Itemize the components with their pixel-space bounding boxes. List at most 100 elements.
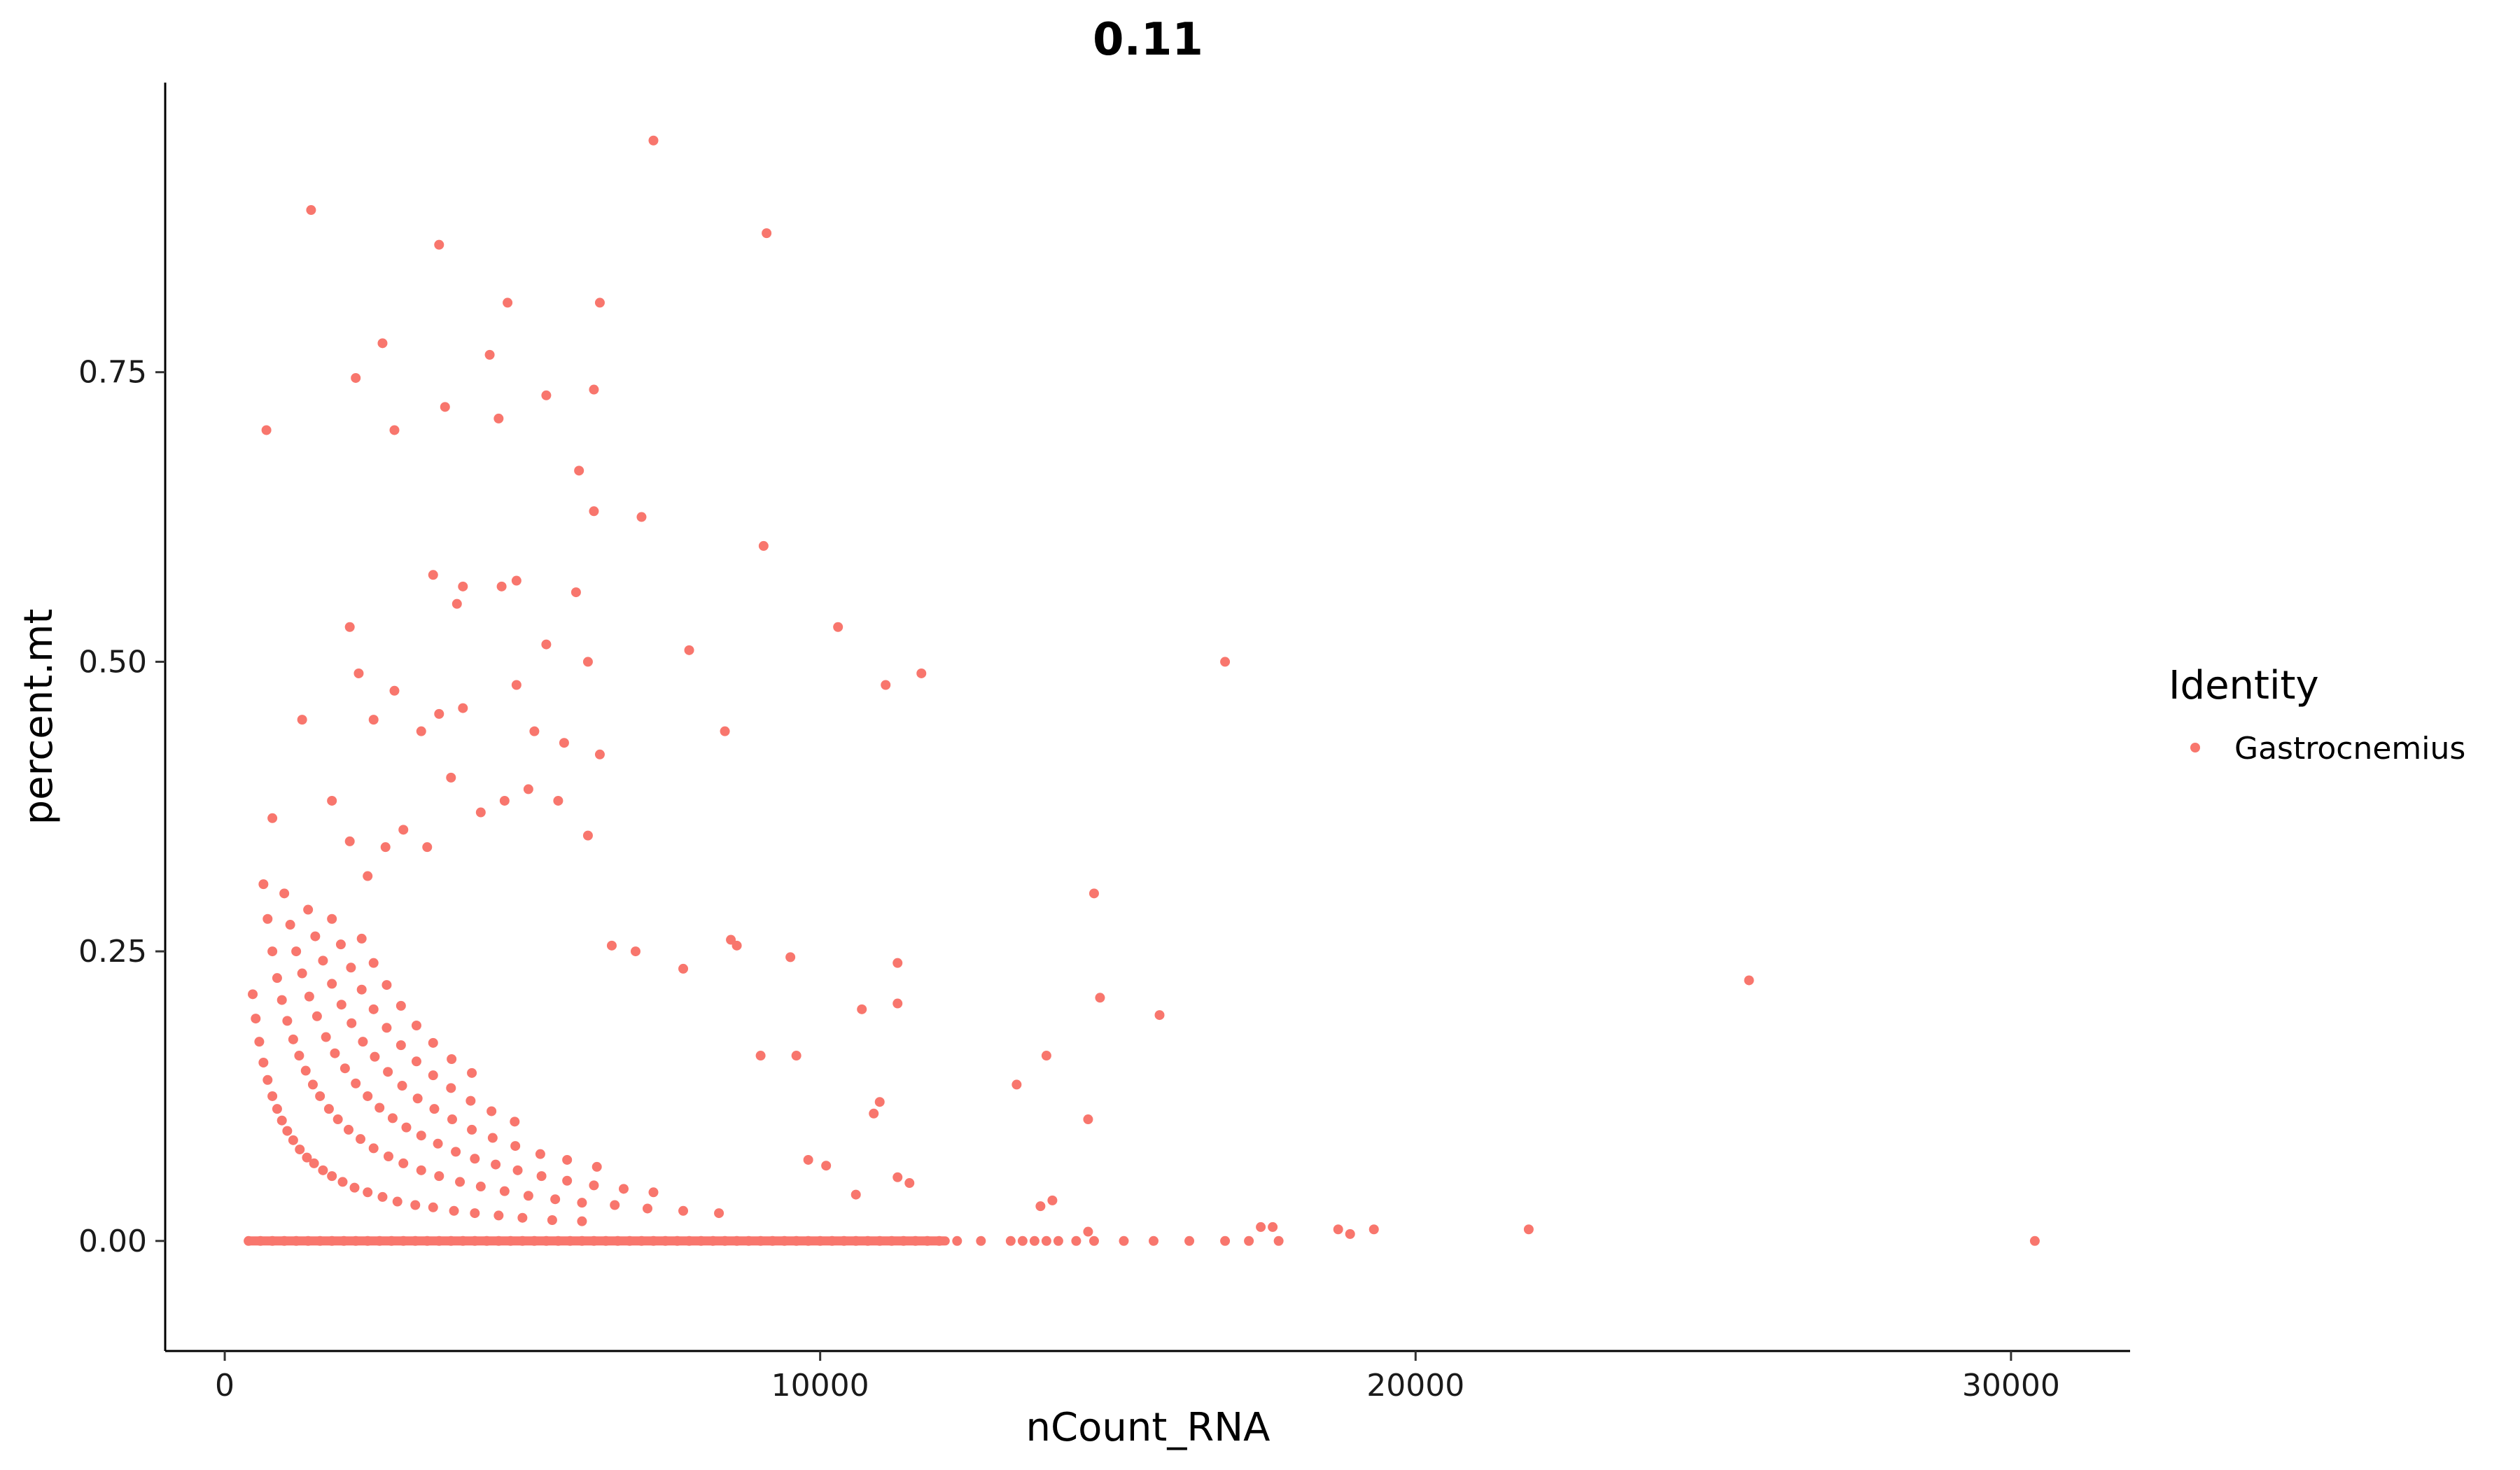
x-tick-label: 0	[215, 1368, 234, 1404]
data-point	[529, 726, 540, 736]
data-point	[815, 1236, 825, 1246]
data-point	[323, 1104, 334, 1114]
data-point	[696, 1236, 706, 1246]
data-point	[511, 575, 522, 586]
data-point	[349, 1182, 360, 1193]
data-point	[386, 1236, 397, 1246]
data-point	[327, 1171, 337, 1182]
data-point	[570, 587, 581, 598]
data-point	[368, 1143, 379, 1154]
data-point	[630, 946, 640, 957]
data-point	[397, 1081, 407, 1091]
data-point	[1005, 1236, 1016, 1246]
data-point	[511, 680, 522, 690]
data-point	[398, 1158, 409, 1168]
data-point	[312, 1011, 322, 1021]
data-point	[327, 795, 337, 806]
data-point	[300, 1065, 311, 1076]
y-axis-ticks: 0.00 0.25 0.50 0.75	[78, 355, 165, 1259]
y-tick-label: 0.00	[78, 1224, 147, 1259]
data-point	[886, 1236, 897, 1246]
data-points	[244, 135, 2040, 1246]
data-point	[874, 1097, 885, 1107]
data-point	[529, 1236, 540, 1246]
data-point	[447, 1054, 457, 1064]
data-point	[1041, 1051, 1051, 1061]
data-point	[389, 425, 400, 435]
data-point	[295, 1144, 305, 1155]
data-point	[934, 1236, 944, 1246]
data-point	[503, 298, 513, 308]
data-point	[791, 1236, 802, 1246]
data-point	[582, 657, 593, 667]
data-point	[839, 1236, 849, 1246]
data-point	[535, 1149, 545, 1159]
data-point	[368, 1004, 379, 1014]
data-point	[389, 685, 400, 696]
data-point	[562, 1175, 573, 1186]
data-point	[470, 1154, 480, 1164]
data-point	[340, 1063, 350, 1074]
data-point	[559, 738, 569, 748]
data-point	[850, 1236, 861, 1246]
data-point	[416, 1130, 426, 1141]
data-point	[446, 772, 456, 783]
data-point	[496, 581, 507, 592]
data-point	[351, 1236, 361, 1246]
y-tick-label: 0.75	[78, 355, 147, 391]
x-tick-label: 30000	[1962, 1368, 2060, 1404]
data-point	[874, 1236, 885, 1246]
data-point	[536, 1171, 547, 1182]
legend: Identity Gastrocnemius	[2169, 663, 2465, 766]
data-point	[318, 1165, 328, 1175]
data-point	[303, 1236, 314, 1246]
data-point	[732, 1236, 742, 1246]
data-point	[434, 1236, 444, 1246]
data-point	[636, 512, 647, 522]
data-point	[482, 1236, 492, 1246]
data-point	[411, 1021, 421, 1031]
data-point	[374, 1102, 385, 1113]
data-point	[2029, 1236, 2040, 1246]
data-point	[374, 1236, 385, 1246]
legend-title: Identity	[2169, 663, 2319, 708]
data-point	[550, 1194, 561, 1205]
data-point	[1035, 1201, 1046, 1212]
data-point	[411, 1056, 421, 1067]
data-point	[282, 1126, 293, 1136]
data-point	[410, 1200, 421, 1210]
data-point	[484, 349, 495, 360]
data-point	[523, 1191, 533, 1201]
data-point	[606, 940, 617, 951]
data-point	[470, 1236, 480, 1246]
y-tick-label: 0.25	[78, 934, 147, 969]
data-point	[336, 1000, 346, 1010]
data-point	[434, 239, 444, 250]
data-point	[344, 836, 355, 846]
data-point	[553, 1236, 564, 1246]
data-point	[465, 1096, 476, 1106]
data-point	[307, 1079, 318, 1090]
data-point	[648, 1236, 659, 1246]
data-point	[785, 952, 796, 962]
data-point	[433, 1138, 443, 1149]
data-point	[1095, 993, 1105, 1003]
data-point	[401, 1122, 412, 1133]
data-point	[261, 425, 272, 435]
data-point	[416, 726, 426, 736]
data-point	[358, 1037, 368, 1047]
data-point	[678, 963, 689, 974]
data-point	[1011, 1079, 1022, 1090]
data-point	[458, 1236, 468, 1246]
data-point	[288, 1034, 298, 1044]
data-point	[429, 1104, 440, 1114]
data-point	[302, 1152, 312, 1163]
data-point	[1268, 1222, 1278, 1232]
data-point	[803, 1154, 813, 1165]
data-point	[363, 871, 373, 881]
data-point	[346, 962, 356, 973]
data-point	[1119, 1236, 1129, 1246]
data-point	[684, 1236, 694, 1246]
data-point	[428, 1070, 438, 1081]
data-point	[589, 1236, 599, 1246]
